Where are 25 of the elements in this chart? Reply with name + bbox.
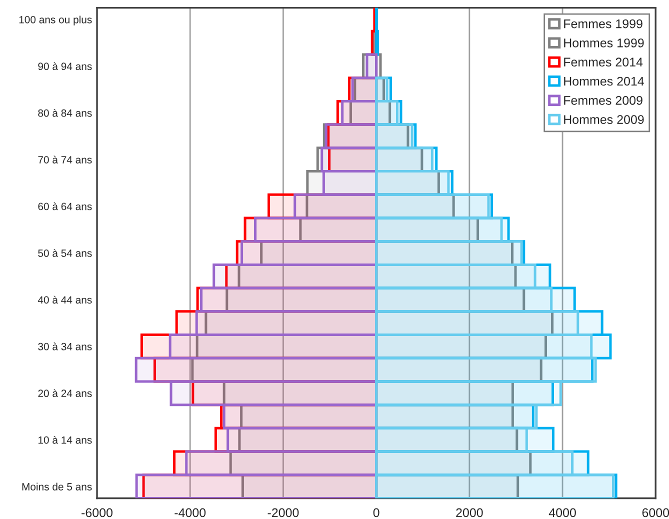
y-tick-label: 40 à 44 ans (38, 296, 92, 304)
bar (366, 53, 378, 80)
legend-label: Femmes 2009 (564, 96, 642, 105)
y-tick-label: 100 ans ou plus (19, 16, 92, 26)
legend-label: Femmes 1999 (564, 19, 642, 28)
x-tick-label: 6000 (642, 508, 669, 518)
y-tick-label: Moins de 5 ans (22, 482, 92, 490)
x-tick-label: -6000 (82, 508, 113, 518)
y-tick-label: 30 à 34 ans (38, 342, 92, 350)
y-tick-label: 70 à 74 ans (38, 156, 92, 164)
legend-label: Femmes 2014 (564, 58, 643, 67)
x-tick-label: 0 (373, 508, 380, 518)
legend-label: Hommes 1999 (564, 38, 644, 48)
y-tick-label: 50 à 54 ans (38, 249, 92, 257)
y-tick-label: 90 à 94 ans (38, 62, 92, 70)
x-tick-label: -2000 (268, 508, 299, 518)
y-tick-label: 80 à 84 ans (38, 108, 92, 117)
x-tick-label: 2000 (456, 508, 483, 518)
x-tick-label: 4000 (548, 508, 576, 518)
x-tick-label: -4000 (174, 508, 206, 518)
legend-label: Hommes 2014 (564, 76, 644, 86)
legend-label: Hommes 2009 (564, 115, 644, 124)
y-tick-label: 10 à 14 ans (38, 436, 92, 444)
y-tick-label: 60 à 64 ans (38, 202, 92, 210)
y-tick-label: 20 à 24 ans (38, 389, 92, 398)
